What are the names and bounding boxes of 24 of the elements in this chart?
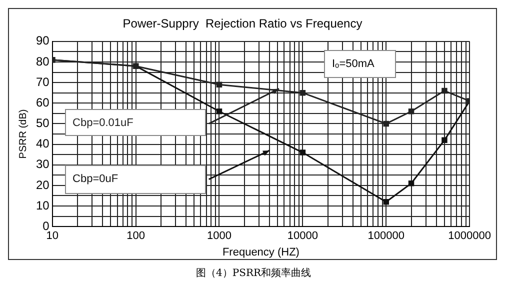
- y-tick-label: 80: [36, 54, 50, 68]
- y-axis-title: PSRR (dB): [18, 109, 29, 159]
- chart-title: Power-Suppry Rejection Ratio vs Frequency: [122, 16, 362, 31]
- y-tick-label: 20: [36, 178, 50, 192]
- x-tick-label: 10: [46, 230, 58, 242]
- label-box: Iₒ=50mA: [324, 50, 396, 78]
- y-tick-label: 10: [36, 198, 50, 212]
- y-tick-label: 40: [36, 136, 50, 151]
- x-axis-title: Frequency (HZ): [222, 246, 300, 258]
- y-tick-label: 30: [36, 157, 50, 172]
- x-tick-label: 1000: [207, 230, 232, 242]
- label-box: Cbp=0uF: [64, 164, 206, 194]
- y-tick-label: 0: [42, 218, 50, 233]
- annotation: Iₒ=50mA: [332, 58, 374, 70]
- label-box: Cbp=0.01uF: [64, 109, 206, 136]
- y-tick-label: 50: [36, 116, 50, 130]
- y-tick-label: 90: [36, 34, 50, 48]
- text: 图（4）PSRR和频率曲线: [195, 266, 312, 280]
- x-tick-label: 10000: [287, 230, 318, 242]
- x-tick-label: 100: [126, 230, 145, 242]
- x-tick-label: 1000000: [448, 230, 491, 242]
- x-tick-label: 100000: [368, 230, 404, 242]
- y-tick-label: 60: [36, 95, 50, 110]
- y-tick-label: 70: [36, 74, 50, 89]
